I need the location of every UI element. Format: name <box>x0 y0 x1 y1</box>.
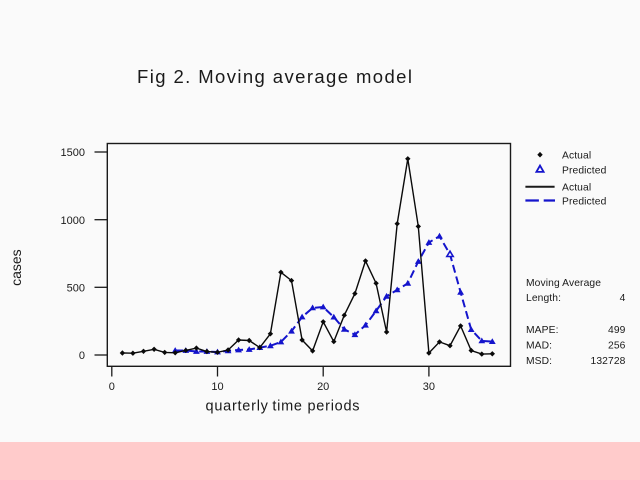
svg-text:0: 0 <box>79 350 85 362</box>
svg-text:Predicted: Predicted <box>562 197 607 208</box>
svg-text:quarterly time periods: quarterly time periods <box>206 399 361 415</box>
svg-text:4: 4 <box>620 293 626 304</box>
svg-text:10: 10 <box>211 381 223 393</box>
svg-text:Actual: Actual <box>562 183 591 194</box>
svg-text:256: 256 <box>608 341 626 352</box>
svg-text:MSD:: MSD: <box>526 356 552 367</box>
svg-text:Moving Average: Moving Average <box>526 278 601 289</box>
svg-text:1000: 1000 <box>61 215 85 227</box>
svg-text:30: 30 <box>423 381 435 393</box>
svg-text:MAD:: MAD: <box>526 341 552 352</box>
svg-text:132728: 132728 <box>591 356 626 367</box>
svg-text:cases: cases <box>8 249 24 286</box>
svg-text:20: 20 <box>317 381 329 393</box>
svg-text:Fig 2. Moving average model: Fig 2. Moving average model <box>137 66 413 87</box>
svg-text:Predicted: Predicted <box>562 165 607 176</box>
svg-text:0: 0 <box>109 381 115 393</box>
svg-text:MAPE:: MAPE: <box>526 325 559 336</box>
svg-text:1500: 1500 <box>61 147 85 159</box>
svg-text:499: 499 <box>608 325 626 336</box>
svg-text:Length:: Length: <box>526 293 561 304</box>
svg-text:500: 500 <box>67 283 85 295</box>
svg-text:Actual: Actual <box>562 151 591 162</box>
